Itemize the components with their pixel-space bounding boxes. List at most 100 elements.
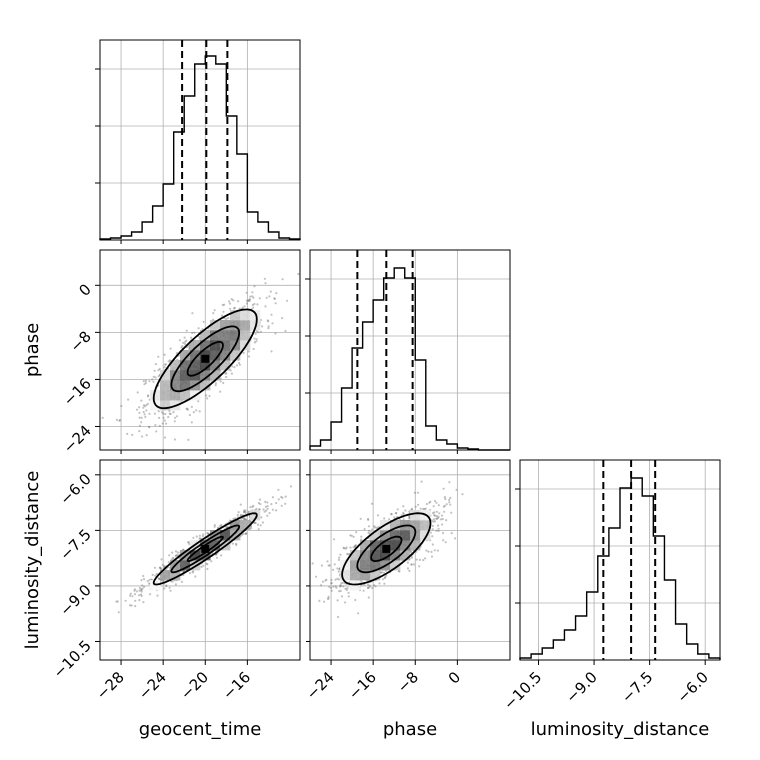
scatter-point [146,395,150,398]
scatter-point [236,513,239,517]
scatter-point [141,435,144,438]
density-cell [420,520,431,531]
scatter-point [347,553,350,556]
density-cell [180,390,191,401]
scatter-point [435,510,438,513]
scatter-point [422,507,425,510]
scatter-point [180,580,184,584]
scatter-point [326,560,329,563]
scatter-point [212,312,215,315]
scatter-point [219,380,222,383]
scatter-point [163,353,166,356]
scatter-point [142,578,146,581]
scatter-point [124,599,127,602]
density-cell [340,570,351,581]
scatter-point [255,329,258,333]
scatter-point [274,332,277,335]
scatter-point [261,325,264,328]
density-cell [380,550,391,561]
scatter-point [444,541,447,544]
scatter-point [384,576,387,579]
scatter-point [427,550,430,553]
scatter-point [366,583,370,586]
density-cell [390,530,401,541]
quantile-lines [181,40,657,660]
scatter-point [188,347,191,351]
scatter-point [334,578,337,581]
scatter-point [175,415,178,418]
scatter-point [368,529,371,532]
scatter-point [435,515,438,518]
density-cell [240,340,251,351]
y-tick-label: −8 [66,327,94,355]
scatter-point [381,571,384,574]
scatter-point [354,598,357,602]
scatter-point [142,601,145,604]
density-cell [240,330,251,341]
scatter-point [280,495,283,499]
scatter-point [162,416,165,419]
scatter-point [230,372,233,375]
scatter-point [165,585,168,588]
scatter-point [163,436,167,439]
density-cell [240,520,251,531]
y-tick-label: −10.5 [50,637,95,682]
scatter-point [154,424,157,427]
scatter-point [271,496,274,499]
scatter-point [443,504,446,507]
scatter-point [257,528,260,531]
density-cell [170,570,181,581]
scatter-point [93,440,95,442]
scatter-point [187,541,190,544]
scatter-point [247,299,250,302]
scatter-point [133,593,136,596]
density-cell [160,390,171,401]
scatter-point [219,390,222,393]
scatter-point [140,594,143,598]
scatter-point [406,567,410,570]
scatter-point [253,302,256,306]
scatter-point [142,404,145,407]
scatter-point [252,504,255,508]
density-cell [370,570,381,581]
scatter-point [243,518,246,521]
scatter-point [164,363,167,366]
density-cell [210,330,221,341]
scatter-point [195,409,198,412]
density-cell [350,570,361,581]
scatter-point [242,532,245,536]
density-cell [390,560,401,571]
scatter-point [233,306,236,309]
scatter-point [118,419,122,422]
scatter-point [222,381,225,385]
scatter-point [353,545,356,548]
scatter-point [328,585,331,589]
scatter-point [416,491,419,494]
density-cell [200,360,211,371]
scatter-point [165,584,168,587]
density-cell [410,520,421,531]
scatter-point [258,297,261,300]
scatter-point [144,415,147,418]
scatter-point [433,520,437,523]
scatter-point [370,502,374,505]
scatter-point [213,309,216,312]
scatter-point [430,519,433,522]
density-cell [210,360,221,371]
scatter-point [143,383,146,386]
density-cell [220,530,231,541]
scatter-point [332,585,335,588]
panel-frame [309,249,511,451]
scatter-point [152,375,155,378]
scatter-point [334,585,337,588]
scatter-point [410,550,413,554]
scatter-point [163,363,166,366]
scatter-point [245,291,248,294]
scatter-point [175,554,178,557]
scatter-point [385,574,388,577]
scatter-point [208,394,211,398]
x-tick-label: −24 [303,668,338,703]
scatter-point [376,514,380,517]
scatter-point [253,337,256,340]
scatter-point [349,534,352,537]
